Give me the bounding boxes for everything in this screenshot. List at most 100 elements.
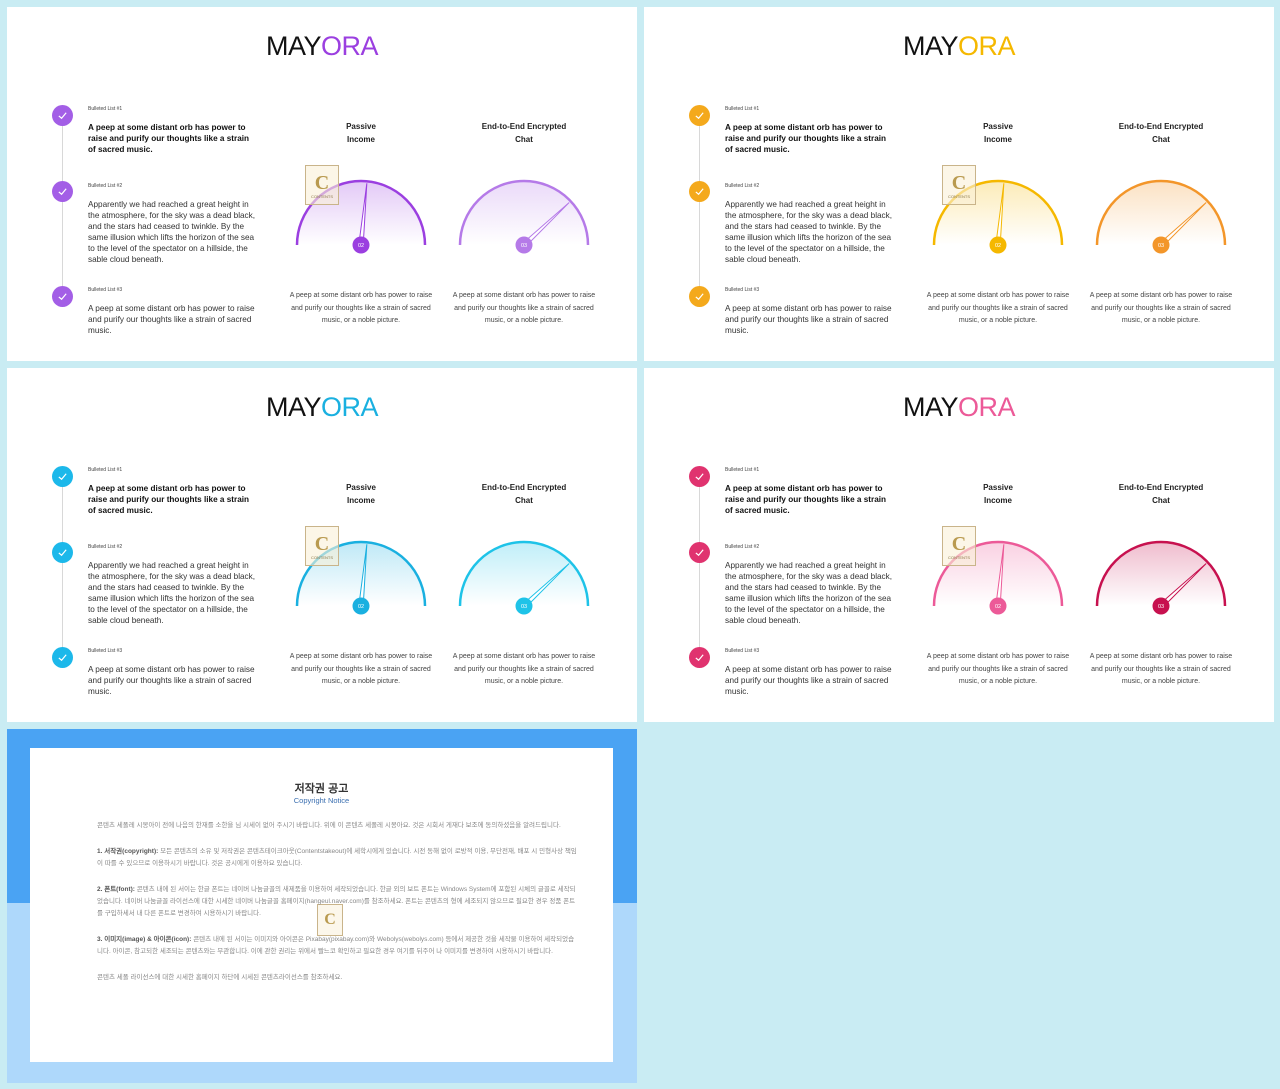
copyright-notice-card: 저작권 공고 Copyright Notice C 콘텐츠 세폴레 시몽아이 전…: [30, 748, 613, 1062]
check-mark: [58, 112, 67, 120]
gauge-title-line: Passive: [346, 483, 376, 492]
watermark-letter: C: [314, 532, 330, 555]
gauge-arc: [458, 179, 590, 246]
list-item-text: Apparently we had reached a great height…: [725, 561, 893, 625]
gauge-encrypted-chat: 03: [458, 179, 590, 254]
list-item: Bulleted List #1 A peep at some distant o…: [88, 106, 256, 155]
list-item-label: Bulleted List #1: [725, 467, 760, 473]
watermark-letter: C: [951, 171, 967, 194]
gauge-badge: 03: [521, 243, 527, 249]
list-item-label: Bulleted List #3: [88, 287, 123, 293]
gauge-hub: [515, 597, 533, 615]
notice-section-heading: 1. 서작권(copyright):: [97, 848, 159, 855]
gauge-title-line: Passive: [346, 122, 376, 131]
gauge-arc: [932, 179, 1064, 246]
watermark-logo: C CONTENTS: [305, 165, 339, 205]
gauge-caption: A peep at some distant orb has power to …: [926, 653, 1070, 685]
gauge-arc: [295, 540, 427, 607]
gauge-title-line: End-to-End Encrypted: [481, 122, 567, 131]
list-item: Bulleted List #2 Apparently we had reache…: [88, 544, 256, 626]
gauge-hub: [989, 597, 1007, 615]
notice-section-text: 모든 콘텐츠의 소유 및 저작권은 콘텐츠테이크아웃(Contentstakeo…: [97, 848, 577, 867]
gauge-title: End-to-End Encrypted Chat: [1091, 120, 1231, 146]
check-mark: [58, 293, 67, 301]
gauge-title: End-to-End Encrypted Chat: [1091, 481, 1231, 507]
gauge-fill: [460, 542, 588, 606]
timeline-line: [62, 115, 63, 297]
gauge-caption: A peep at some distant orb has power to …: [289, 292, 433, 324]
gauge-badge: 03: [1158, 243, 1164, 249]
gauge-badge: 02: [995, 243, 1001, 249]
check-icon: [52, 286, 73, 307]
gauge-title-line: Chat: [1152, 496, 1170, 505]
gauge-badge: 03: [1158, 604, 1164, 610]
check-mark: [695, 188, 704, 196]
gauge-title: End-to-End Encrypted Chat: [454, 120, 594, 146]
list-item-text: Apparently we had reached a great height…: [88, 561, 256, 625]
list-item: Bulleted List #2 Apparently we had reache…: [88, 183, 256, 265]
check-mark: [58, 549, 67, 557]
slide-cyan: MAYORA Bulleted List #1 A peep at some di…: [7, 368, 637, 722]
slide-purple: MAYORA Bulleted List #1 A peep at some di…: [7, 7, 637, 361]
gauge-arc: [458, 540, 590, 607]
gauge-encrypted-chat: 03: [1095, 540, 1227, 615]
gauge-caption: A peep at some distant orb has power to …: [452, 292, 596, 324]
list-item: Bulleted List #2 Apparently we had reache…: [725, 544, 893, 626]
check-icon: [52, 466, 73, 487]
list-item: Bulleted List #2 Apparently we had reache…: [725, 183, 893, 265]
timeline-line: [699, 476, 700, 658]
check-icon: [689, 542, 710, 563]
gauge-title-line: Passive: [983, 122, 1013, 131]
check-icon: [52, 647, 73, 668]
list-item-label: Bulleted List #2: [725, 183, 760, 189]
check-icon: [52, 105, 73, 126]
gauge-caption: A peep at some distant orb has power to …: [452, 653, 596, 685]
list-item: Bulleted List #3 A peep at some distant o…: [725, 287, 893, 336]
check-icon: [689, 181, 710, 202]
gauge-caption: A peep at some distant orb has power to …: [289, 653, 433, 685]
gauge-title-line: Passive: [983, 483, 1013, 492]
gauge-badge: 02: [358, 243, 364, 249]
gauge-caption: A peep at some distant orb has power to …: [926, 292, 1070, 324]
gauge-caption: A peep at some distant orb has power to …: [1089, 292, 1233, 324]
check-mark: [695, 112, 704, 120]
slide-title: MAYORA: [7, 31, 637, 62]
list-item-text: A peep at some distant orb has power to …: [88, 484, 250, 515]
gauge-title: Passive Income: [928, 120, 1068, 146]
notice-section-text: 콘텐츠 내에 된 서이는 이미지와 아이콘은 Pixabay(pixabay.c…: [97, 936, 575, 955]
list-item-text: Apparently we had reached a great height…: [725, 200, 893, 264]
gauge-title-line: Income: [983, 496, 1012, 505]
notice-section-heading: 3. 이미지(image) & 아이콘(icon):: [97, 936, 192, 943]
gauge-fill: [460, 181, 588, 245]
gauge-title-line: End-to-End Encrypted: [1118, 122, 1204, 131]
slide-pink: MAYORA Bulleted List #1 A peep at some di…: [644, 368, 1274, 722]
watermark-logo: C CONTENTS: [305, 526, 339, 566]
title-part-a: MAY: [265, 392, 322, 422]
gauge-arc: [1095, 179, 1227, 246]
slide-yellow: MAYORA Bulleted List #1 A peep at some di…: [644, 7, 1274, 361]
list-item-label: Bulleted List #2: [88, 544, 123, 550]
check-mark: [58, 473, 67, 481]
notice-intro: 콘텐츠 세폴레 시몽아이 전에 나음의 한재를 소한을 님 시세이 없어 주시기…: [97, 822, 561, 829]
notice-outro: 콘텐츠 세폴 라이선스에 대한 시세한 홈페이지 하단에 시세된 콘텐츠라이선스…: [97, 974, 343, 981]
gauge-hub: [515, 236, 533, 254]
watermark-text: CONTENTS: [311, 554, 333, 560]
check-icon: [689, 286, 710, 307]
gauge-title-line: Chat: [515, 496, 533, 505]
timeline-line: [699, 115, 700, 297]
gauge-fill: [1097, 542, 1225, 606]
gauge-encrypted-chat: 03: [458, 540, 590, 615]
gauge-hub: [1152, 597, 1170, 615]
gauge-badge: 02: [995, 604, 1001, 610]
notice-section-text: 콘텐츠 내에 된 서이는 한글 폰트는 네이버 나눔글꼴의 새제품을 이용하여 …: [97, 886, 576, 917]
title-part-a: MAY: [902, 31, 959, 61]
slide-title: MAYORA: [644, 392, 1274, 423]
gauge-hub: [1152, 236, 1170, 254]
list-item: Bulleted List #1 A peep at some distant o…: [725, 106, 893, 155]
gauge-arc: [932, 540, 1064, 607]
list-item-label: Bulleted List #1: [88, 467, 123, 473]
gauge-title-line: Income: [346, 496, 375, 505]
title-part-b: ORA: [958, 392, 1016, 422]
gauge-title-line: Chat: [515, 135, 533, 144]
list-item: Bulleted List #1 A peep at some distant o…: [725, 467, 893, 516]
